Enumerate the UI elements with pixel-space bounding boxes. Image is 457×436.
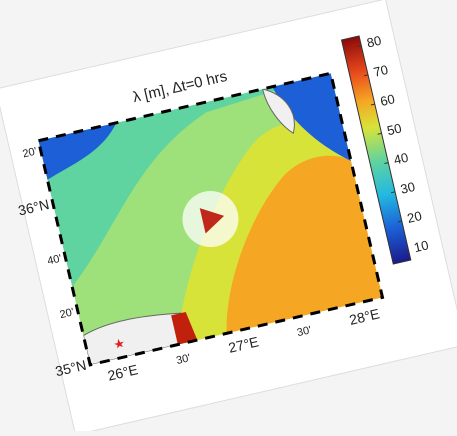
- field-peak: [226, 155, 383, 334]
- colorbar-tick-label: 20: [406, 208, 423, 226]
- colorbar-tick-label: 50: [385, 120, 402, 138]
- lat-label: 20': [21, 145, 38, 160]
- island: [261, 88, 295, 135]
- colorbar-tick: [370, 103, 375, 106]
- lon-label: 30': [296, 324, 313, 339]
- lon-label: 26°E: [106, 361, 139, 383]
- lat-label: 40': [46, 253, 63, 268]
- map-frame: [36, 71, 385, 367]
- colorbar-tick-label: 10: [412, 237, 429, 255]
- lat-label: 36°N: [17, 196, 51, 219]
- lat-label: 20': [59, 306, 76, 321]
- colorbar-tick-label: 70: [372, 62, 389, 80]
- colorbar-tick-label: 80: [365, 33, 382, 51]
- lon-label: 30': [175, 352, 192, 367]
- colorbar-tick: [397, 220, 402, 223]
- colorbar-tick: [357, 45, 362, 48]
- colorbar: [340, 35, 412, 265]
- land-ne: [272, 73, 351, 161]
- colorbar-tick-label: 40: [392, 150, 409, 168]
- source-strip: [171, 311, 198, 345]
- play-icon[interactable]: [199, 203, 227, 234]
- colorbar-tick: [384, 162, 389, 164]
- colorbar-tick: [404, 249, 409, 252]
- colorbar-tick: [364, 74, 369, 77]
- lat-label: 35°N: [54, 357, 88, 380]
- colorbar-tick: [377, 132, 382, 135]
- epicenter: [114, 338, 124, 349]
- lon-label: 27°E: [227, 333, 260, 355]
- colorbar-tick-label: 60: [379, 91, 396, 109]
- colorbar-tick-label: 30: [399, 179, 416, 197]
- colorbar-tick: [391, 191, 396, 194]
- lon-label: 28°E: [348, 305, 381, 327]
